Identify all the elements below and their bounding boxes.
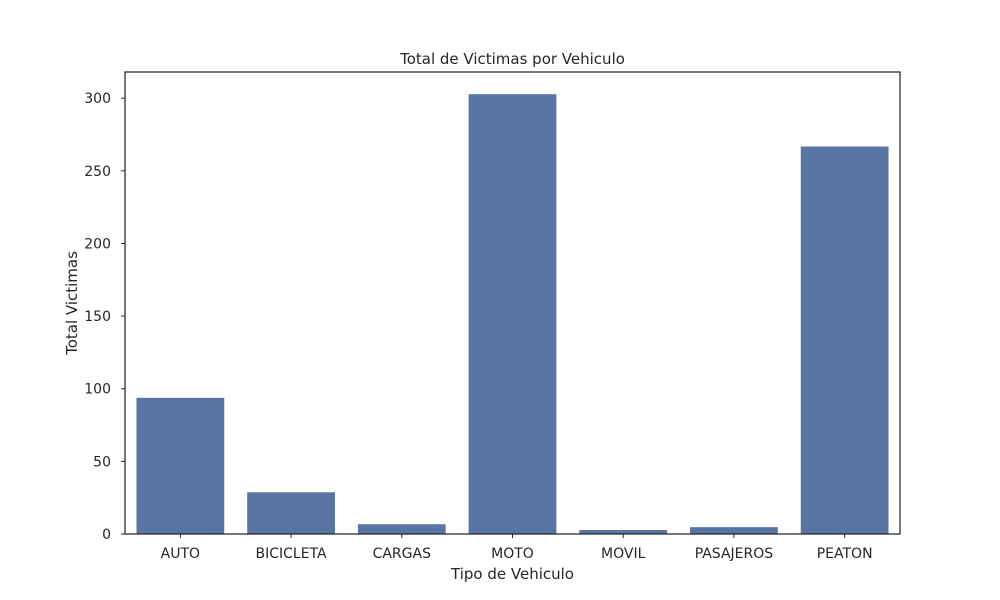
- x-tick-label: CARGAS: [373, 546, 432, 562]
- bar-pasajeros: [689, 526, 779, 535]
- bar-cargas: [357, 523, 447, 535]
- bar-bicicleta: [246, 491, 336, 535]
- x-tick-label: AUTO: [161, 546, 200, 562]
- y-tick-label: 0: [102, 527, 111, 543]
- bar-peaton: [799, 145, 890, 535]
- x-tick-label: PASAJEROS: [695, 546, 774, 562]
- y-tick-label: 100: [84, 382, 111, 398]
- chart-title: Total de Victimas por Vehiculo: [399, 50, 625, 68]
- x-tick-label: MOVIL: [601, 546, 646, 562]
- y-tick-label: 50: [93, 454, 111, 470]
- x-tick-label: MOTO: [491, 546, 534, 562]
- y-tick-label: 250: [84, 164, 111, 180]
- bars-group: [135, 93, 890, 535]
- y-tick-label: 300: [84, 91, 111, 107]
- y-tick-label: 200: [84, 236, 111, 252]
- y-axis-ticks: 0 50 100 150 200 250 300: [84, 91, 125, 543]
- x-axis-label: Tipo de Vehiculo: [450, 565, 574, 583]
- bar-auto: [135, 397, 226, 535]
- y-tick-label: 150: [84, 309, 111, 325]
- x-tick-label: PEATON: [817, 546, 873, 562]
- x-tick-label: BICICLETA: [256, 546, 328, 562]
- plot-frame: [124, 71, 901, 535]
- bar-movil: [578, 529, 668, 535]
- y-axis-label: Total Victimas: [63, 251, 81, 356]
- bar-moto: [467, 93, 558, 535]
- x-axis-ticks: AUTO BICICLETA CARGAS MOTO MOVIL PASAJEROS PEA…: [161, 534, 873, 562]
